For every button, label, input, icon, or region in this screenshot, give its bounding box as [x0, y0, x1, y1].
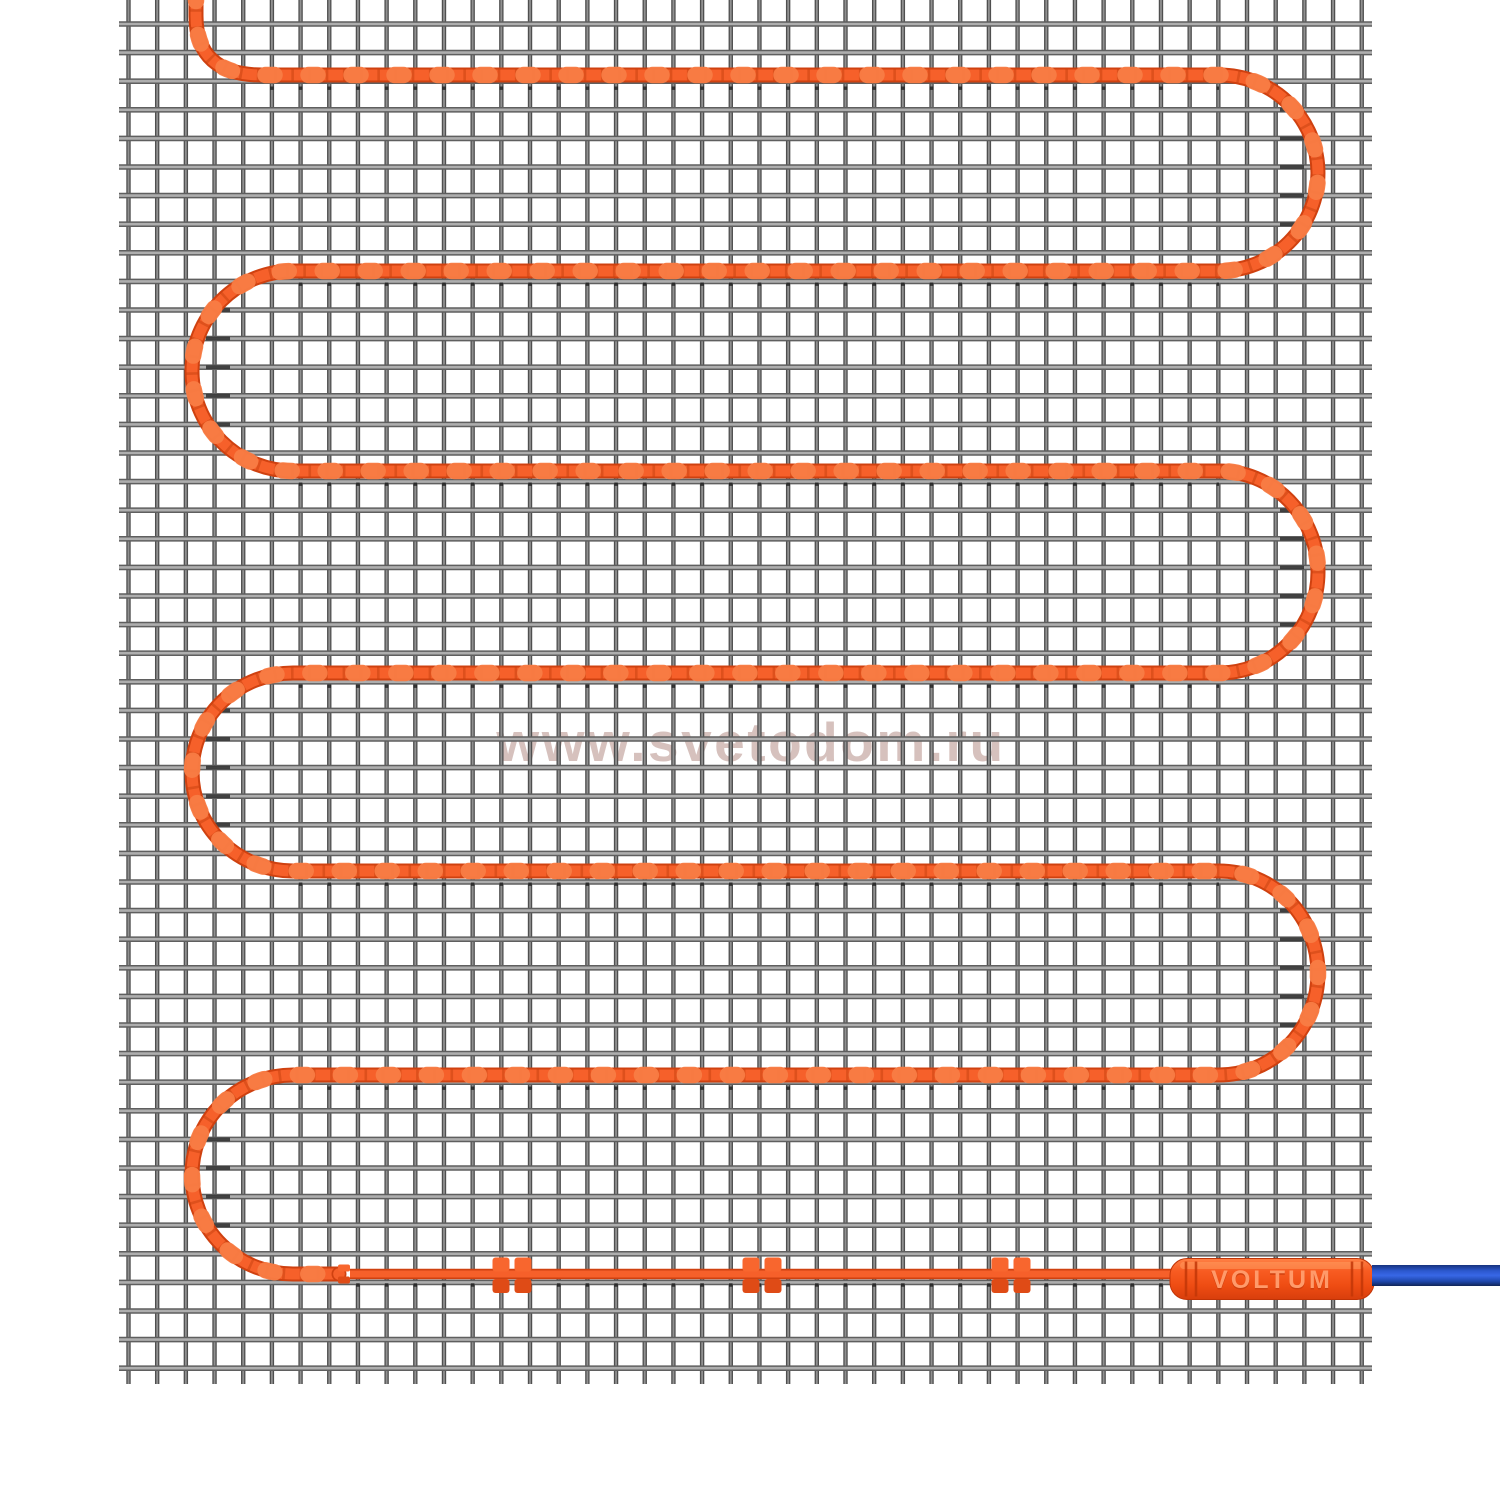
clip-tab-bottom	[514, 1279, 532, 1293]
cold-lead-cable	[331, 1264, 1192, 1284]
connector-sleeve: VOLTUM VOLTUM	[1169, 1258, 1375, 1300]
clip-tab-bottom	[764, 1279, 782, 1293]
clip-tab-bottom	[1013, 1279, 1031, 1293]
cable-clip	[991, 1257, 1031, 1293]
heating-cable	[183, 0, 1327, 1283]
clip-tab-top	[1013, 1257, 1031, 1272]
voltum-label-emboss: VOLTUM	[1211, 1268, 1333, 1296]
clip-tab-top	[991, 1257, 1009, 1272]
watermark-layer: www.svetodom.ru	[495, 711, 1005, 773]
cable-clips	[492, 1257, 1031, 1293]
wire-mesh-horizontal-wires	[119, 21, 1372, 1371]
heating-cable-spiral-seams	[186, 0, 1324, 1280]
power-cord	[1372, 1265, 1500, 1286]
connector-grooves	[1184, 1261, 1364, 1297]
wire-mesh-vertical-wires	[126, 0, 1364, 1384]
cable-joint-tab	[338, 1276, 350, 1284]
cable-clip	[492, 1257, 532, 1293]
connector-sheen	[1180, 1262, 1364, 1269]
cable-clip	[742, 1257, 782, 1293]
clip-tab-top	[514, 1257, 532, 1272]
clip-tab-top	[492, 1257, 510, 1272]
cable-joint-tab	[338, 1264, 350, 1272]
clip-tab-top	[764, 1257, 782, 1272]
clip-tab-bottom	[742, 1279, 760, 1293]
voltum-label: VOLTUM	[1211, 1266, 1333, 1294]
watermark-text: www.svetodom.ru	[495, 711, 1005, 773]
heating-cable-wrap-bumps	[183, 0, 1327, 1283]
clip-tab-top	[742, 1257, 760, 1272]
clip-tab-bottom	[492, 1279, 510, 1293]
clip-tab-bottom	[991, 1279, 1009, 1293]
